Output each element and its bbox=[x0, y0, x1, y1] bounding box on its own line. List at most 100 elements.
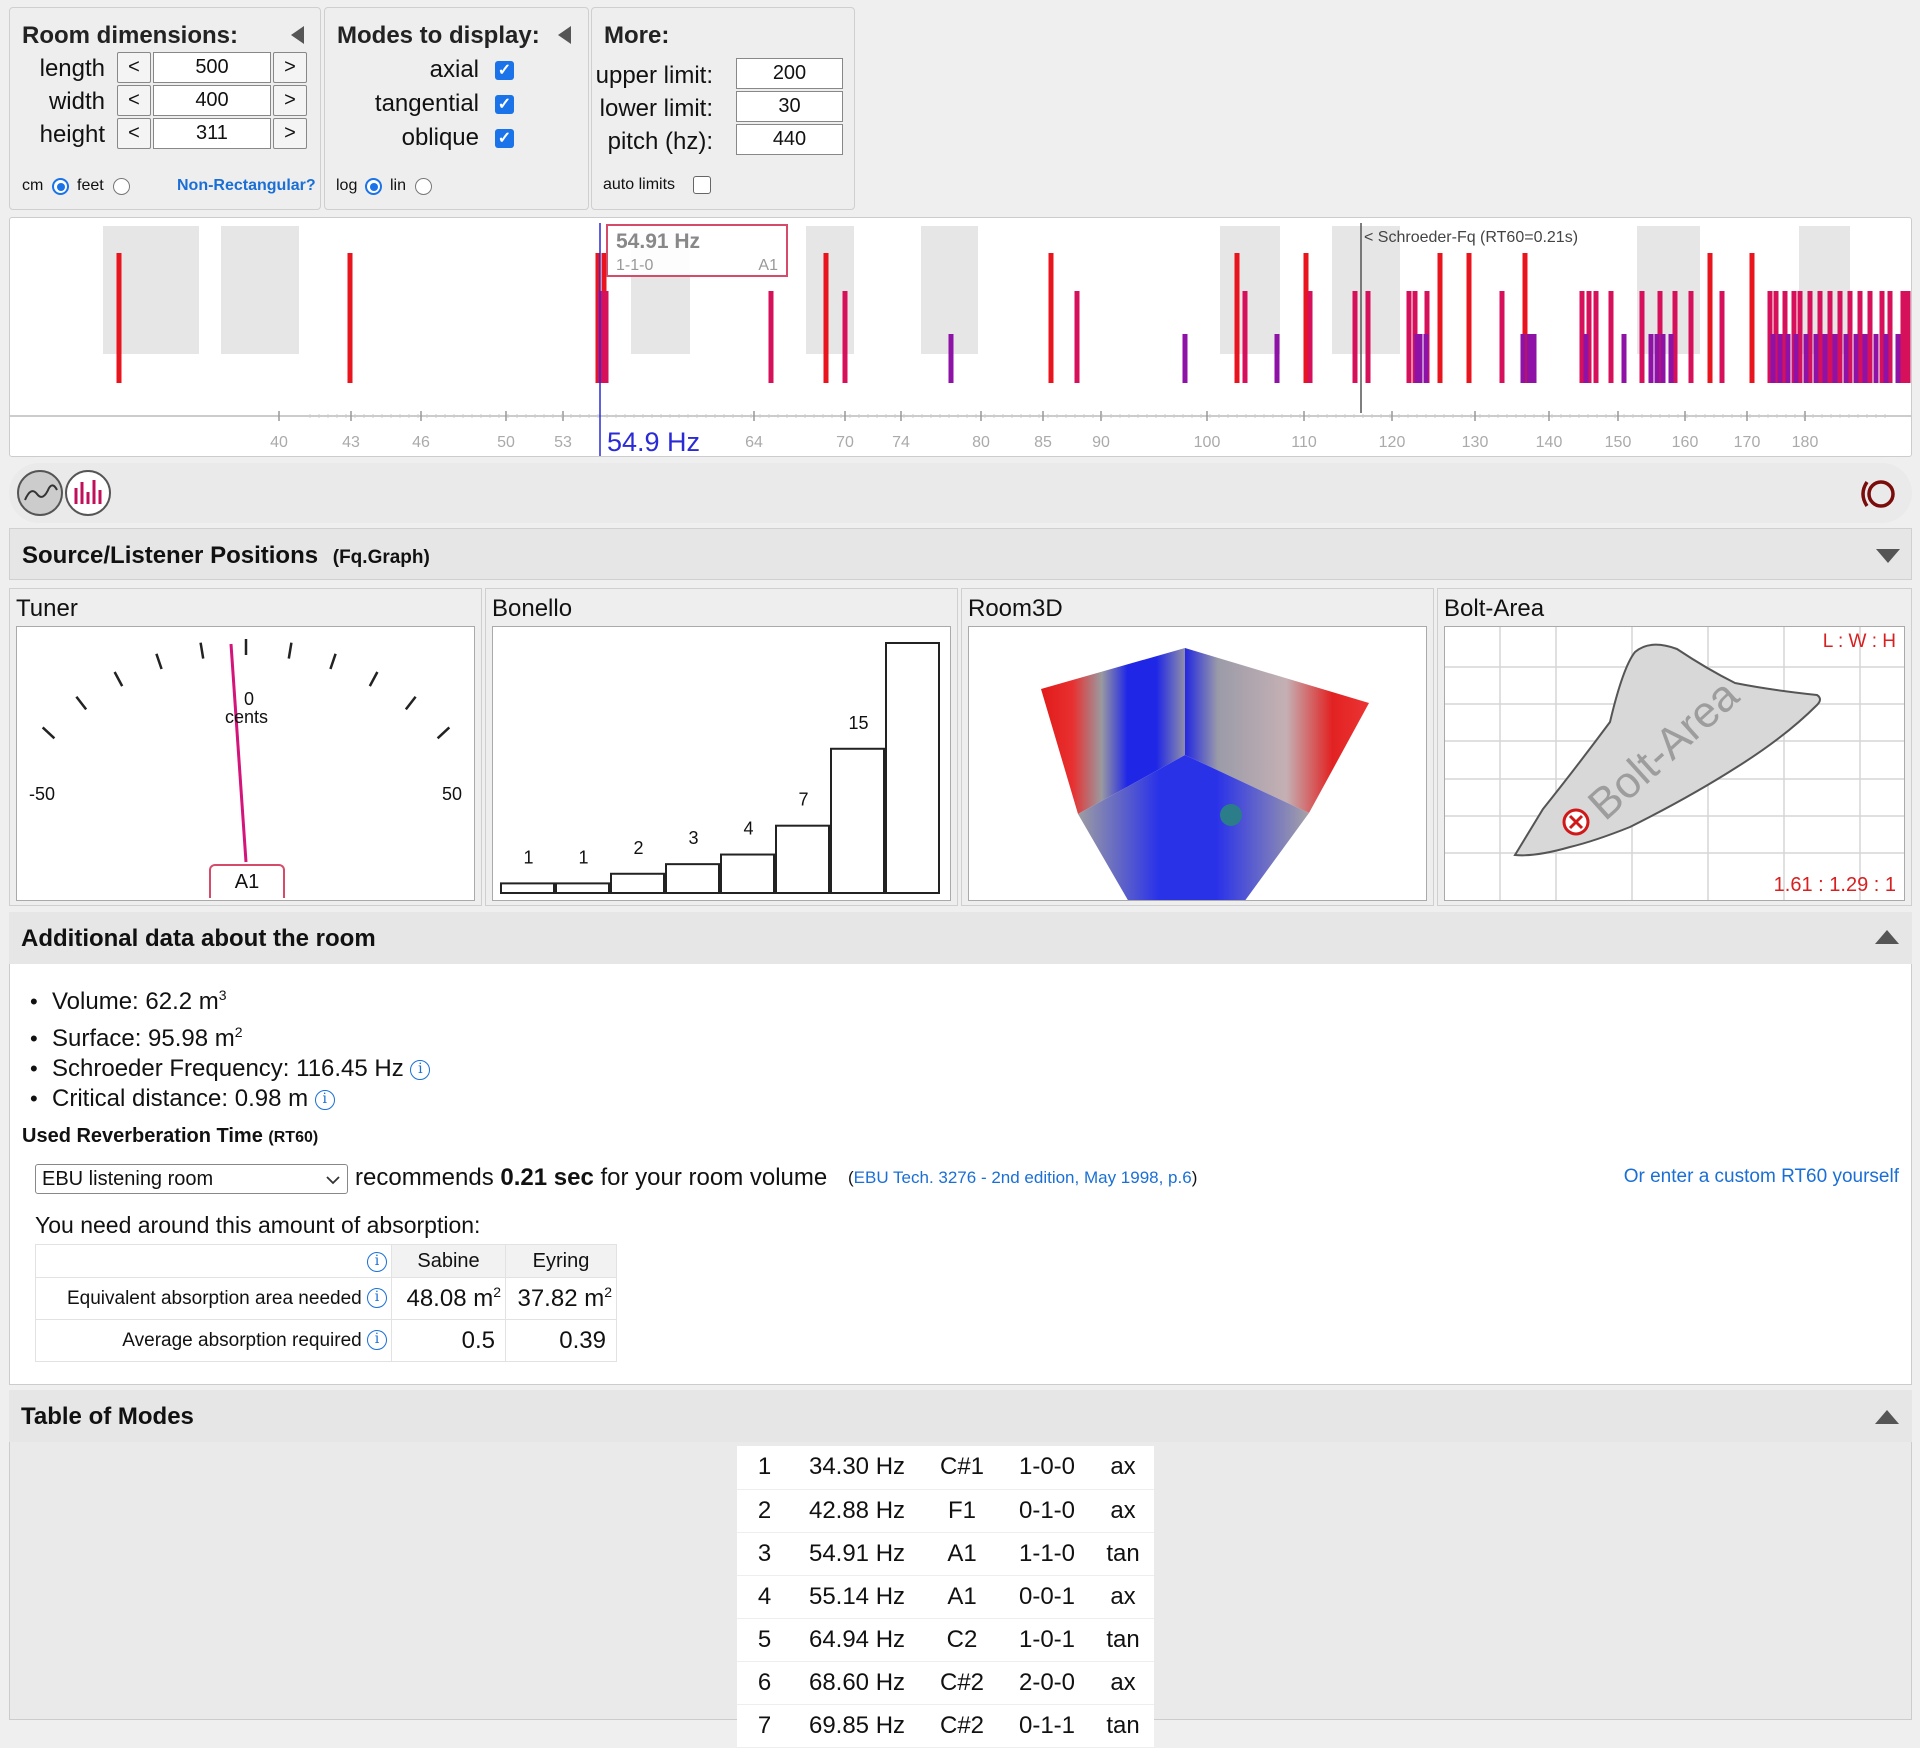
mode-type-label: axial bbox=[429, 56, 479, 83]
area-sabine: 48.08 m2 bbox=[391, 1277, 506, 1320]
modes-table-header[interactable]: Table of Modes bbox=[9, 1390, 1912, 1442]
unit-cm-radio[interactable] bbox=[52, 178, 69, 195]
mode-bar bbox=[1883, 334, 1889, 383]
decrement-button[interactable]: < bbox=[117, 52, 151, 83]
schroeder-fact: Schroeder Frequency: 116.45 Hz i bbox=[30, 1054, 431, 1084]
unit-feet-radio[interactable] bbox=[113, 178, 130, 195]
view-toolbar bbox=[9, 463, 1912, 523]
mode-row[interactable]: 3 54.91 Hz A1 1-1-0 tan bbox=[737, 1532, 1154, 1576]
tick-label: 40 bbox=[270, 434, 288, 451]
collapse-up-icon[interactable] bbox=[1875, 1410, 1899, 1424]
mode-bar bbox=[842, 291, 848, 383]
mode-row[interactable]: 6 68.60 Hz C#2 2-0-0 ax bbox=[737, 1661, 1154, 1705]
bonello-bar-label: 1 bbox=[578, 847, 588, 867]
mode-indices: 0-0-1 bbox=[1002, 1575, 1092, 1619]
mode-bar bbox=[1847, 291, 1853, 383]
mode-bar bbox=[1719, 291, 1725, 383]
collapse-up-icon[interactable] bbox=[1875, 930, 1899, 944]
mode-bar bbox=[1657, 291, 1663, 383]
mode-type: ax bbox=[1092, 1575, 1154, 1619]
collapse-left-icon[interactable] bbox=[291, 26, 304, 44]
info-icon[interactable]: i bbox=[314, 1089, 335, 1110]
tick-label: 53 bbox=[554, 434, 572, 451]
limit-input[interactable]: 30 bbox=[736, 91, 843, 122]
auto-limits-label: auto limits bbox=[603, 176, 676, 193]
more-panel: More: auto limits upper limit: 200 lower l… bbox=[591, 7, 855, 210]
info-icon[interactable]: i bbox=[410, 1059, 431, 1080]
sabine-header: Sabine bbox=[391, 1244, 506, 1278]
info-icon[interactable]: i bbox=[367, 1330, 387, 1351]
rt60-select-value: EBU listening room bbox=[42, 1168, 214, 1190]
area-eyring: 37.82 m2 bbox=[505, 1277, 617, 1320]
curve-view-icon[interactable] bbox=[17, 470, 63, 516]
mode-row[interactable]: 1 34.30 Hz C#1 1-0-0 ax bbox=[737, 1446, 1154, 1490]
mode-spectrum-svg[interactable]: 40 43 46 50 53 64 70 74 80 85 90 100 110 120 130 140 150… bbox=[10, 218, 1912, 457]
mode-bar bbox=[1593, 291, 1599, 383]
increment-button[interactable]: > bbox=[273, 52, 307, 83]
frequency-graph[interactable]: 40 43 46 50 53 64 70 74 80 85 90 100 110 120 130 140 150… bbox=[9, 217, 1912, 457]
mode-index: 2 bbox=[737, 1489, 792, 1533]
increment-button[interactable]: > bbox=[273, 85, 307, 116]
mode-type: tan bbox=[1092, 1704, 1154, 1748]
increment-button[interactable]: > bbox=[273, 118, 307, 149]
non-rectangular-link[interactable]: Non-Rectangular? bbox=[177, 177, 316, 194]
limit-label: pitch (hz): bbox=[607, 128, 713, 155]
mode-bar bbox=[1242, 291, 1248, 383]
auto-limits-checkbox[interactable] bbox=[693, 176, 711, 194]
limit-input[interactable]: 200 bbox=[736, 58, 843, 89]
mode-bar bbox=[1499, 291, 1505, 383]
mode-type-checkbox[interactable]: ✓ bbox=[495, 61, 514, 80]
dimension-input[interactable]: 311 bbox=[153, 118, 271, 149]
bonello-bar bbox=[720, 853, 775, 895]
additional-header[interactable]: Additional data about the room bbox=[9, 912, 1912, 964]
mode-bar bbox=[1406, 291, 1412, 383]
tuner-note-badge: A1 bbox=[209, 864, 285, 898]
collapse-left-icon[interactable] bbox=[558, 26, 571, 44]
dimension-input[interactable]: 500 bbox=[153, 52, 271, 83]
mode-bar bbox=[603, 291, 609, 383]
mode-bar bbox=[1274, 334, 1280, 383]
scale-lin-radio[interactable] bbox=[415, 178, 432, 195]
dimension-input[interactable]: 400 bbox=[153, 85, 271, 116]
bars-view-icon[interactable] bbox=[65, 470, 111, 516]
custom-rt60-link[interactable]: Or enter a custom RT60 yourself bbox=[1623, 1166, 1899, 1187]
tuner-note: A1 bbox=[234, 871, 260, 893]
reference-link[interactable]: EBU Tech. 3276 - 2nd edition, May 1998, … bbox=[853, 1168, 1192, 1187]
limit-input[interactable]: 440 bbox=[736, 124, 843, 155]
volume-fact: Volume: 62.2 m3 bbox=[30, 980, 430, 1017]
mode-bar bbox=[1862, 334, 1868, 383]
info-icon[interactable]: i bbox=[367, 1288, 387, 1309]
info-icon[interactable]: i bbox=[367, 1251, 387, 1272]
rt60-select[interactable]: EBU listening room bbox=[35, 1164, 348, 1194]
play-sound-icon[interactable] bbox=[1855, 472, 1899, 516]
source-listener-header[interactable]: Source/Listener Positions (Fq.Graph) bbox=[9, 528, 1912, 580]
tuner-tick bbox=[155, 653, 163, 670]
decrement-button[interactable]: < bbox=[117, 118, 151, 149]
mode-row[interactable]: 5 64.94 Hz C2 1-0-1 tan bbox=[737, 1618, 1154, 1662]
mode-bar bbox=[1417, 334, 1423, 383]
tuner-tick bbox=[199, 642, 205, 659]
room3d-display[interactable] bbox=[968, 626, 1427, 901]
scale-log-radio[interactable] bbox=[365, 178, 382, 195]
octave-band bbox=[921, 226, 978, 354]
more-title: More: bbox=[604, 22, 670, 49]
mode-bar bbox=[1827, 291, 1833, 383]
cursor-label: 54.9 Hz bbox=[607, 427, 700, 457]
tuner-tick bbox=[404, 695, 417, 711]
octave-band bbox=[221, 226, 299, 354]
decrement-button[interactable]: < bbox=[117, 85, 151, 116]
modes-display-title: Modes to display: bbox=[337, 22, 540, 49]
mode-row[interactable]: 7 69.85 Hz C#2 0-1-1 tan bbox=[737, 1704, 1154, 1748]
mode-type-checkbox[interactable]: ✓ bbox=[495, 95, 514, 114]
mode-row[interactable]: 4 55.14 Hz A1 0-0-1 ax bbox=[737, 1575, 1154, 1619]
surface-sup: 2 bbox=[234, 1024, 243, 1040]
tuner-minus-label: -50 bbox=[29, 784, 56, 804]
mode-indices: 1-0-0 bbox=[1002, 1446, 1092, 1490]
mode-bar bbox=[1813, 334, 1819, 383]
expand-down-icon[interactable] bbox=[1876, 549, 1900, 563]
mode-note: C#1 bbox=[922, 1446, 1002, 1490]
mode-row[interactable]: 2 42.88 Hz F1 0-1-0 ax bbox=[737, 1489, 1154, 1533]
mode-type-checkbox[interactable]: ✓ bbox=[495, 129, 514, 148]
absorption-header-row: i Sabine Eyring bbox=[35, 1244, 617, 1278]
room3d-render[interactable] bbox=[969, 627, 1427, 901]
